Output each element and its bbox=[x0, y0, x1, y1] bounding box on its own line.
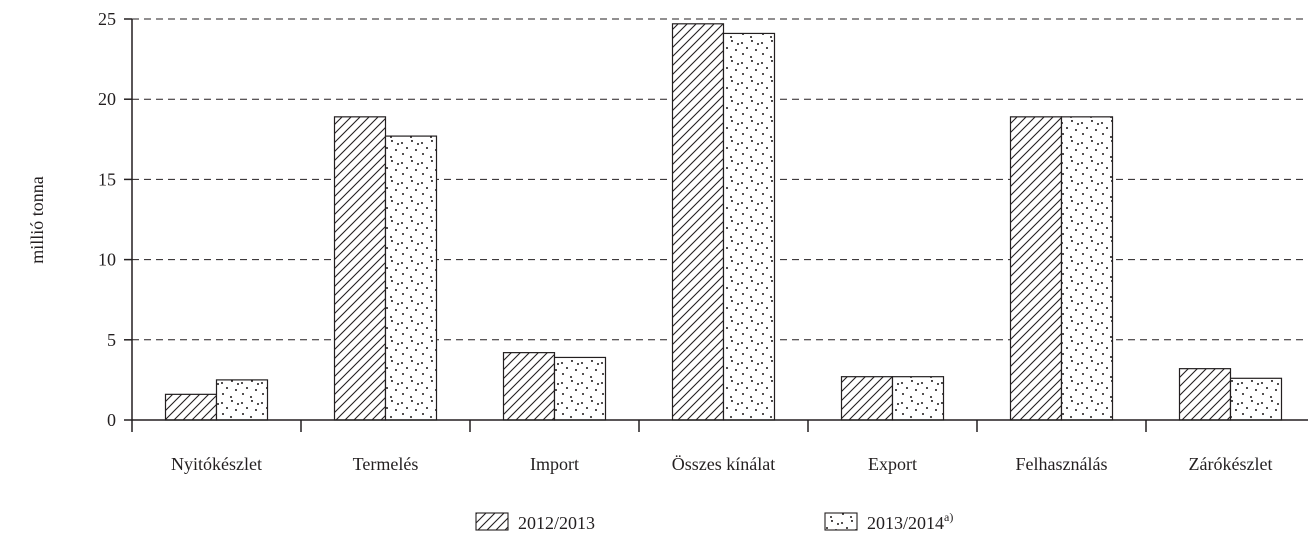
bar-series-2 bbox=[891, 376, 945, 421]
bar-series-1 bbox=[671, 23, 725, 421]
bar-series-2 bbox=[384, 135, 438, 421]
x-category-labels: Nyitókészlet Termelés Import Összes kínálat… bbox=[171, 454, 1272, 474]
legend-label: 2013/2014a) bbox=[867, 510, 953, 533]
legend: 2012/2013 2013/2014a) bbox=[475, 510, 953, 533]
y-tick-label: 10 bbox=[98, 250, 116, 270]
bar-series-1 bbox=[164, 393, 218, 421]
y-axis-title: millió tonna bbox=[27, 176, 47, 264]
bar-series-1 bbox=[502, 352, 556, 421]
y-tick-label: 5 bbox=[107, 330, 116, 350]
legend-swatch bbox=[824, 512, 858, 531]
bar-series-2 bbox=[1060, 116, 1114, 421]
bar-series-2 bbox=[1229, 377, 1283, 421]
x-category-label: Nyitókészlet bbox=[171, 454, 262, 474]
legend-footnote-marker: a) bbox=[944, 510, 953, 524]
bars bbox=[164, 23, 1283, 421]
legend-swatch bbox=[475, 512, 509, 531]
y-tick-labels: 0 5 10 15 20 25 bbox=[98, 9, 116, 430]
x-category-label: Termelés bbox=[353, 454, 419, 474]
bar-series-2 bbox=[215, 379, 269, 421]
y-tick-label: 25 bbox=[98, 9, 116, 29]
bar-series-1 bbox=[840, 376, 894, 421]
legend-label: 2012/2013 bbox=[518, 513, 595, 533]
x-category-label: Összes kínálat bbox=[672, 454, 775, 474]
x-category-label: Felhasználás bbox=[1016, 454, 1108, 474]
x-category-label: Export bbox=[868, 454, 917, 474]
y-tick-label: 15 bbox=[98, 169, 116, 189]
bar-series-1 bbox=[333, 116, 387, 421]
bar-series-1 bbox=[1178, 368, 1232, 421]
bar-series-1 bbox=[1009, 116, 1063, 421]
x-category-label: Zárókészlet bbox=[1189, 454, 1273, 474]
bar-series-2 bbox=[722, 32, 776, 421]
axes bbox=[124, 18, 1308, 432]
y-tick-label: 20 bbox=[98, 89, 116, 109]
x-category-label: Import bbox=[530, 454, 579, 474]
y-tick-label: 0 bbox=[107, 410, 116, 430]
bar-series-2 bbox=[553, 356, 607, 421]
